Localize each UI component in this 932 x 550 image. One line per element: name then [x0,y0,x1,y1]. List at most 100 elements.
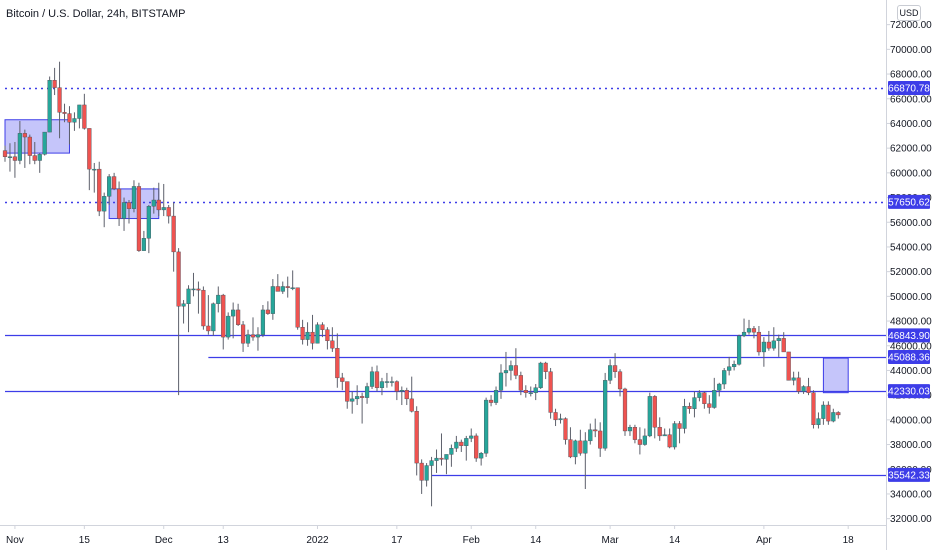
y-tick-label: 34000.00 [890,489,932,500]
candle-body [588,429,593,442]
candle-body [325,329,330,342]
y-tick-label: 60000.00 [890,168,932,179]
candle-body [518,375,523,391]
candle-body [57,87,62,113]
candle-body [295,287,300,328]
candle-body [533,387,538,393]
candle-body [727,366,732,371]
candle-body [434,457,439,461]
candle-body [171,215,176,253]
candle-body [335,348,340,379]
y-tick-label: 70000.00 [890,45,932,56]
candle-body [662,434,667,437]
candle-body [186,288,191,304]
candle-body [384,381,390,383]
candle-body [821,404,826,419]
candle-body [107,176,112,197]
candle-body [508,365,514,371]
candle-body [196,288,201,291]
candle-body [593,429,598,432]
candle-body [498,372,504,391]
candle-body [37,154,42,161]
level-label-box [888,384,930,399]
candle-body [260,309,266,335]
y-tick-label: 50000.00 [890,292,932,303]
x-tick-label: 15 [79,535,91,546]
level-label-box [888,350,930,365]
y-tick-label: 68000.00 [890,70,932,81]
y-tick-label: 32000.00 [890,514,932,525]
candle-body [414,411,419,464]
zones-layer [4,119,849,394]
candle-body [617,371,623,390]
candle-body [315,324,320,344]
x-tick-label: Feb [463,535,481,546]
level-labels: 66870.78 57650.62 46843.90 45088.36 42330.03… [888,80,930,482]
candle-body [231,309,236,317]
candle-body [62,112,67,114]
candle-body [672,423,677,448]
candle-body [116,188,122,219]
candle-body [131,186,137,209]
candle-body [781,338,786,353]
candle-body [464,438,469,446]
candle-body [677,423,682,429]
candle-body [7,156,13,158]
candle-body [513,365,518,376]
candle-body [796,377,801,392]
candle-body [245,334,251,344]
candle-body [732,364,737,367]
candle-body [255,334,261,338]
candle-body [538,362,543,388]
candle-body [270,286,275,314]
candle-body [637,439,642,445]
candle-body [424,465,429,481]
x-tick-label: 14 [669,535,681,546]
x-tick-label: 2022 [306,535,329,546]
y-tick-label: 72000.00 [890,20,932,31]
level-label-box [888,80,930,95]
y-tick-label: 66000.00 [890,94,932,105]
candle-body [479,452,484,459]
candle-body [201,289,206,327]
candle-body [692,397,697,409]
candle-body [236,309,241,325]
candle-body [191,288,196,291]
candle-body [216,294,221,304]
candle-body [652,396,657,428]
candle-body [647,396,652,437]
candle-body [82,104,87,129]
currency-button[interactable]: USD [897,5,921,21]
y-tick-label: 52000.00 [890,267,932,278]
candle-body [761,341,766,353]
zone-rect [822,357,849,394]
x-axis[interactable]: Nov 15 Dec 13 2022 17 Feb 14 Mar 14 Apr 18 [6,525,854,546]
candles-layer[interactable] [2,61,841,507]
candle-body [12,156,18,161]
candle-body [181,303,186,307]
candle-body [429,460,434,466]
candle-body [736,335,742,365]
x-tick-label: Apr [756,535,772,546]
candle-body [156,199,161,211]
candle-body [707,403,712,408]
candle-body [459,441,464,446]
candle-body [280,286,285,292]
candle-body [583,440,588,454]
candle-body [47,80,52,133]
candle-body [146,205,151,239]
y-axis[interactable]: 32000.0034000.0036000.0038000.0040000.00… [886,20,932,525]
candle-body [250,334,256,338]
candle-body [226,315,231,338]
candle-body [632,427,638,440]
candle-body [151,199,156,207]
candle-body [360,396,365,398]
candle-body [126,202,132,209]
y-tick-label: 56000.00 [890,218,932,229]
y-tick-label: 48000.00 [890,317,932,328]
candle-body [622,388,628,432]
level-label-box [888,467,930,482]
candle-body [682,406,687,429]
y-tick-label: 64000.00 [890,119,932,130]
